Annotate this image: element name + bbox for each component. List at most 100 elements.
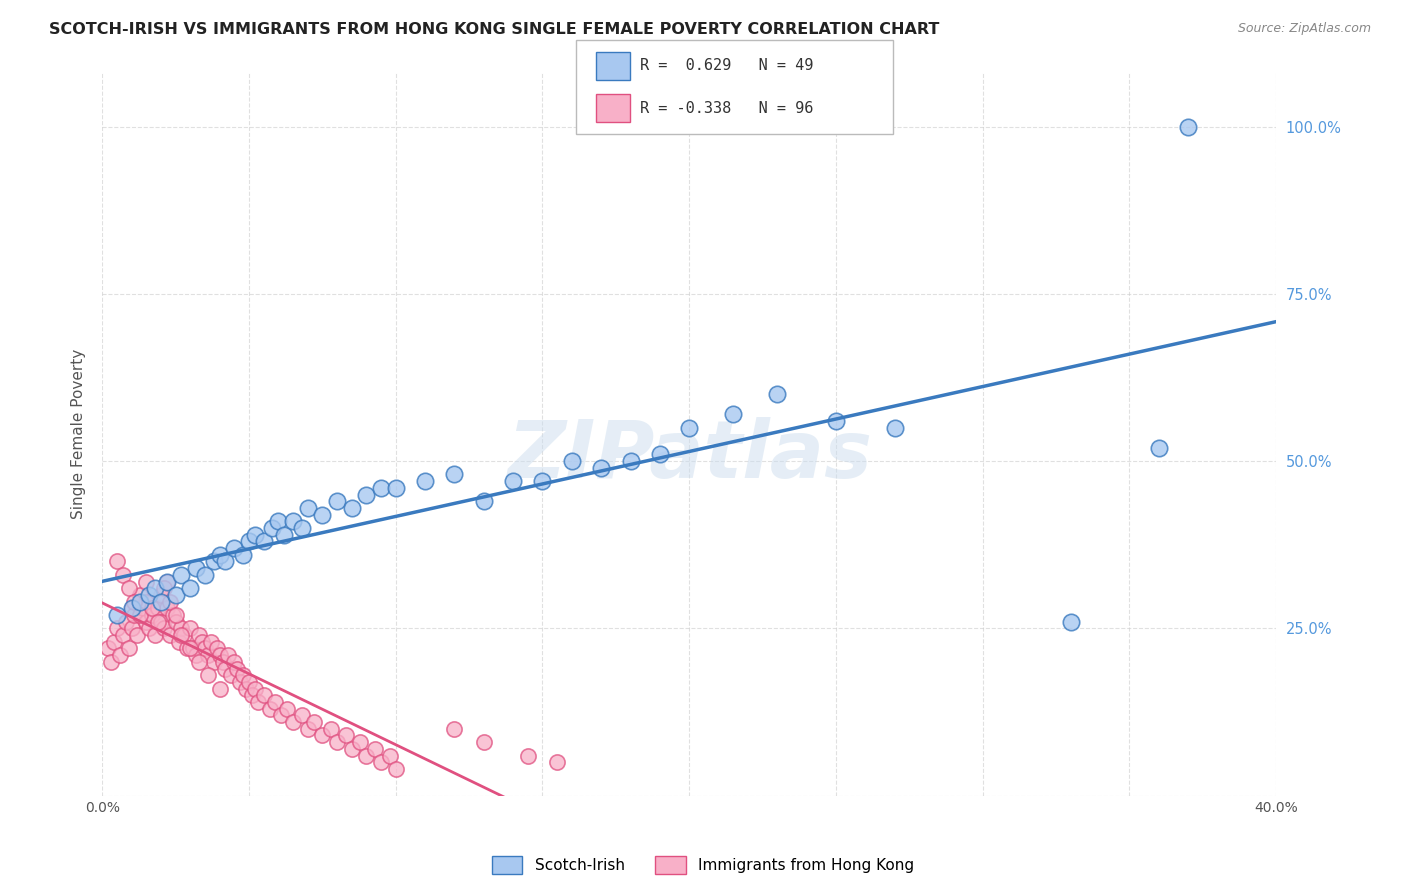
Point — [205, 641, 228, 656]
Point — [188, 655, 211, 669]
Point — [413, 474, 436, 488]
Point — [281, 715, 304, 730]
Point — [291, 521, 314, 535]
Point — [165, 615, 187, 629]
Point — [224, 541, 246, 555]
Point — [825, 414, 848, 428]
Point — [1147, 441, 1170, 455]
Point — [546, 756, 568, 770]
Point — [240, 689, 263, 703]
Point — [370, 756, 392, 770]
Point — [291, 708, 314, 723]
Point — [156, 574, 179, 589]
Point — [197, 648, 219, 662]
Point — [238, 534, 260, 549]
Point — [159, 628, 181, 642]
Point — [129, 588, 152, 602]
Point — [108, 648, 131, 662]
Point — [243, 681, 266, 696]
Point — [356, 487, 378, 501]
Point — [370, 481, 392, 495]
Point — [235, 681, 257, 696]
Point — [264, 695, 287, 709]
Point — [135, 615, 157, 629]
Point — [103, 634, 125, 648]
Point — [135, 574, 157, 589]
Point — [191, 634, 214, 648]
Point — [143, 628, 166, 642]
Point — [138, 588, 160, 602]
Point — [214, 661, 236, 675]
Point — [326, 735, 349, 749]
Point — [127, 628, 149, 642]
Point — [121, 621, 143, 635]
Point — [472, 494, 495, 508]
Point — [221, 668, 243, 682]
Text: SCOTCH-IRISH VS IMMIGRANTS FROM HONG KONG SINGLE FEMALE POVERTY CORRELATION CHAR: SCOTCH-IRISH VS IMMIGRANTS FROM HONG KON… — [49, 22, 939, 37]
Point — [194, 641, 217, 656]
Point — [232, 668, 254, 682]
Point — [124, 607, 146, 622]
Point — [202, 655, 225, 669]
Point — [1177, 120, 1199, 134]
Point — [165, 588, 187, 602]
Point — [153, 581, 176, 595]
Point — [105, 621, 128, 635]
Text: ZIPatlas: ZIPatlas — [506, 417, 872, 495]
Point — [188, 628, 211, 642]
Point — [384, 762, 406, 776]
Point — [146, 601, 169, 615]
Point — [176, 641, 198, 656]
Point — [156, 601, 179, 615]
Point — [384, 481, 406, 495]
Point — [678, 420, 700, 434]
Point — [202, 554, 225, 568]
Point — [253, 534, 276, 549]
Point — [138, 621, 160, 635]
Point — [591, 460, 613, 475]
Point — [516, 748, 538, 763]
Point — [114, 615, 136, 629]
Point — [208, 648, 231, 662]
Point — [181, 641, 204, 656]
Point — [170, 628, 193, 642]
Point — [443, 467, 465, 482]
Point — [179, 621, 201, 635]
Point — [340, 500, 363, 515]
Y-axis label: Single Female Poverty: Single Female Poverty — [72, 349, 86, 519]
Point — [883, 420, 905, 434]
Point — [259, 702, 281, 716]
Point — [149, 594, 172, 608]
Point — [531, 474, 554, 488]
Point — [246, 695, 269, 709]
Point — [208, 681, 231, 696]
Point — [100, 655, 122, 669]
Text: Source: ZipAtlas.com: Source: ZipAtlas.com — [1237, 22, 1371, 36]
Point — [502, 474, 524, 488]
Legend: Scotch-Irish, Immigrants from Hong Kong: Scotch-Irish, Immigrants from Hong Kong — [485, 850, 921, 880]
Point — [141, 607, 163, 622]
Point — [214, 554, 236, 568]
Point — [561, 454, 583, 468]
Point — [232, 548, 254, 562]
Point — [321, 722, 343, 736]
Point — [311, 508, 333, 522]
Point — [200, 634, 222, 648]
Point — [179, 581, 201, 595]
Point — [97, 641, 120, 656]
Point — [648, 447, 671, 461]
Point — [472, 735, 495, 749]
Point — [267, 514, 290, 528]
Point — [117, 641, 139, 656]
Point — [111, 628, 134, 642]
Point — [378, 748, 401, 763]
Point — [149, 588, 172, 602]
Point — [117, 581, 139, 595]
Point — [443, 722, 465, 736]
Point — [141, 601, 163, 615]
Point — [132, 601, 155, 615]
Point — [167, 634, 190, 648]
Point — [170, 621, 193, 635]
Text: R = -0.338   N = 96: R = -0.338 N = 96 — [640, 101, 813, 116]
Point — [326, 494, 349, 508]
